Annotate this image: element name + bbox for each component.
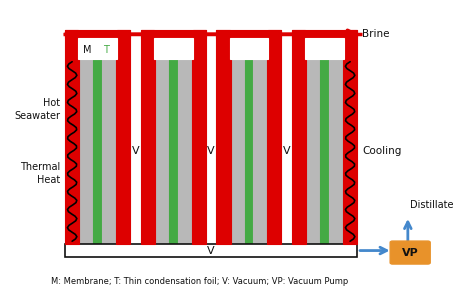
Text: T: T <box>103 45 109 55</box>
Bar <box>65 30 78 59</box>
Text: Distillate: Distillate <box>410 200 454 210</box>
Bar <box>292 30 357 38</box>
Text: Hot
Seawater: Hot Seawater <box>14 98 60 121</box>
Text: M: M <box>83 45 91 55</box>
Bar <box>292 59 306 244</box>
Bar <box>292 30 305 59</box>
Bar <box>306 59 320 244</box>
Bar <box>117 30 130 59</box>
Bar <box>102 59 116 244</box>
Bar <box>267 59 282 244</box>
Bar <box>141 30 206 38</box>
Bar <box>65 244 357 257</box>
Bar <box>141 30 154 59</box>
Text: V: V <box>283 146 291 157</box>
Bar <box>191 59 206 244</box>
Bar <box>192 30 206 59</box>
Bar <box>93 59 102 244</box>
Bar <box>268 30 282 59</box>
Text: V: V <box>207 246 215 255</box>
Bar <box>155 59 169 244</box>
Bar <box>329 59 343 244</box>
Bar <box>78 38 117 59</box>
Bar <box>230 38 268 59</box>
Text: VP: VP <box>402 248 419 258</box>
Bar <box>245 59 253 244</box>
Text: Brine: Brine <box>362 29 390 39</box>
Text: Thermal
Heat: Thermal Heat <box>20 162 60 185</box>
Bar <box>231 59 245 244</box>
Bar <box>320 59 329 244</box>
Bar <box>141 59 155 244</box>
Bar <box>217 59 231 244</box>
Bar <box>65 30 130 38</box>
Text: V: V <box>132 146 139 157</box>
Text: V: V <box>207 146 215 157</box>
FancyBboxPatch shape <box>390 241 430 264</box>
Bar <box>169 59 178 244</box>
Bar <box>178 59 191 244</box>
Bar <box>253 59 267 244</box>
Bar <box>217 30 230 59</box>
Bar <box>65 59 79 244</box>
Bar <box>79 59 93 244</box>
Bar <box>343 59 357 244</box>
Bar <box>305 38 344 59</box>
Bar <box>217 30 282 38</box>
Bar <box>344 30 357 59</box>
Text: Cooling: Cooling <box>362 146 401 157</box>
Bar <box>116 59 130 244</box>
Bar <box>154 38 192 59</box>
Text: M: Membrane; T: Thin condensation foil; V: Vacuum; VP: Vacuum Pump: M: Membrane; T: Thin condensation foil; … <box>51 277 348 286</box>
